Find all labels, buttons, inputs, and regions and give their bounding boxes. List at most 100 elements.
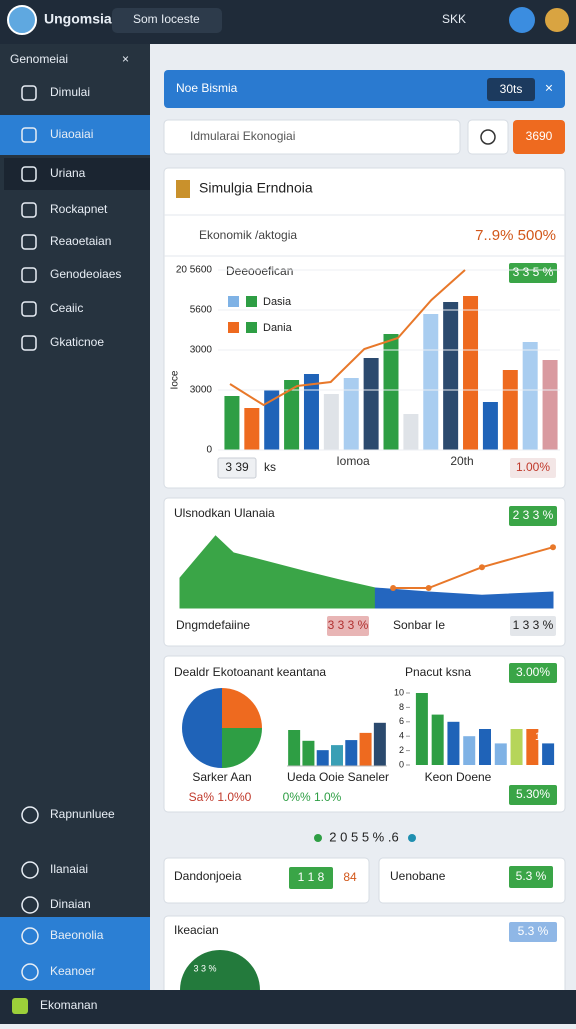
annotation: 1 (535, 731, 541, 743)
nav-icon (21, 166, 37, 182)
bottom-bar (0, 990, 576, 1024)
card-title: Simulgia Erndnoia (199, 180, 313, 196)
nav-item: Keanoer (50, 964, 95, 978)
active-item (0, 115, 150, 155)
dot (408, 834, 416, 842)
bar (359, 732, 372, 766)
bar (284, 380, 300, 450)
y-tick-label: 8 (399, 702, 404, 712)
sidebar-title: Genomeiai (10, 52, 68, 66)
bar (423, 314, 439, 450)
badge (509, 866, 553, 888)
badge (509, 506, 557, 526)
nav-item: Ilanaiai (50, 862, 88, 876)
badge-label: 5.30% (516, 787, 550, 801)
y-tick-label: 20 5600 (176, 265, 213, 276)
bar (431, 714, 444, 765)
bar (479, 729, 491, 765)
nav-icon (21, 267, 37, 283)
nav-item: Uiaoaiai (50, 127, 93, 141)
nav-icon (21, 806, 39, 824)
search-text: Som Ioceste (133, 12, 200, 26)
legend-label: Dania (263, 322, 293, 334)
summary: 2 0 5 5 % .6 (329, 829, 398, 844)
x-label: Iomoa (336, 454, 370, 468)
badge (509, 263, 557, 283)
bar (345, 740, 358, 766)
stat-extra: 84 (343, 870, 357, 884)
user-avatar[interactable] (545, 8, 569, 32)
pie-slice (182, 688, 222, 768)
right-label: Keon Doene (425, 770, 492, 784)
point (478, 564, 485, 571)
pie-caption: Sa% 1.0%0 (189, 790, 252, 804)
bar (264, 390, 280, 450)
bar (403, 414, 419, 450)
bar (363, 358, 379, 450)
point (390, 585, 397, 591)
card-subtitle: Ekonomik /aktogia (199, 228, 297, 242)
bar (288, 730, 301, 766)
nav-item: Reaoetaian (50, 234, 111, 248)
badge-label: 1 3 3 % (513, 618, 554, 632)
icon-button[interactable] (467, 119, 509, 155)
bar (224, 396, 240, 450)
dot (314, 834, 322, 842)
banner-button[interactable] (487, 78, 535, 101)
bar (302, 740, 315, 766)
bar (331, 745, 343, 766)
input-text: Idmularai Ekonogiai (190, 129, 295, 143)
y-tick-label: 6 (399, 716, 404, 726)
logo (176, 180, 190, 198)
card-stat: 7..9% 500% (475, 227, 556, 244)
bar (323, 394, 339, 450)
bar (343, 378, 359, 450)
card-title: Ulsnodkan Ulanaia (174, 506, 275, 520)
badge (509, 922, 557, 942)
close-icon[interactable]: × (122, 52, 129, 66)
line (393, 546, 554, 589)
badge (510, 616, 556, 636)
bar (494, 743, 507, 765)
badge (327, 616, 369, 636)
nav-item: Genodeoiaes (50, 267, 121, 281)
bottom-icon[interactable] (12, 998, 28, 1014)
y-tick-label: 4 (399, 731, 404, 741)
nav-icon (21, 85, 37, 101)
y-tick-label: 3000 (190, 345, 213, 356)
orange-button[interactable] (513, 120, 565, 154)
nav-item: Rapnunluee (50, 807, 115, 821)
point (550, 544, 556, 551)
y-tick-label: 3000 (190, 385, 213, 396)
legend-swatch (246, 322, 257, 333)
avatar[interactable] (7, 5, 37, 35)
bar (303, 374, 319, 450)
user-avatar[interactable] (509, 7, 535, 33)
badge (509, 663, 557, 683)
nav-icon (21, 202, 37, 218)
badge (289, 867, 333, 889)
nav-item: Dinaian (50, 897, 91, 911)
footer-right: 1.00% (516, 460, 550, 474)
bar (316, 750, 329, 766)
legend-label: Dasia (263, 296, 292, 308)
nav-item: Ceaiic (50, 301, 83, 315)
search-box[interactable] (112, 8, 222, 33)
bottom-label: Ekomanan (40, 998, 97, 1012)
footer-text: Sonbar Ie (393, 618, 445, 632)
hover-item (4, 158, 150, 190)
top-bar (0, 0, 576, 44)
nav-icon (21, 301, 37, 317)
pie-slice (222, 688, 262, 728)
y-axis-label: Ioce (170, 370, 181, 389)
badge (509, 785, 557, 805)
x-label: 20th (450, 454, 473, 468)
close-icon[interactable]: × (545, 80, 553, 96)
bars-caption: 0%% 1.0% (283, 790, 342, 804)
bar (542, 743, 555, 765)
input[interactable] (163, 119, 461, 155)
footer-box (510, 458, 556, 478)
nav-icon (21, 927, 39, 945)
y-tick-label: 0 (399, 759, 404, 769)
